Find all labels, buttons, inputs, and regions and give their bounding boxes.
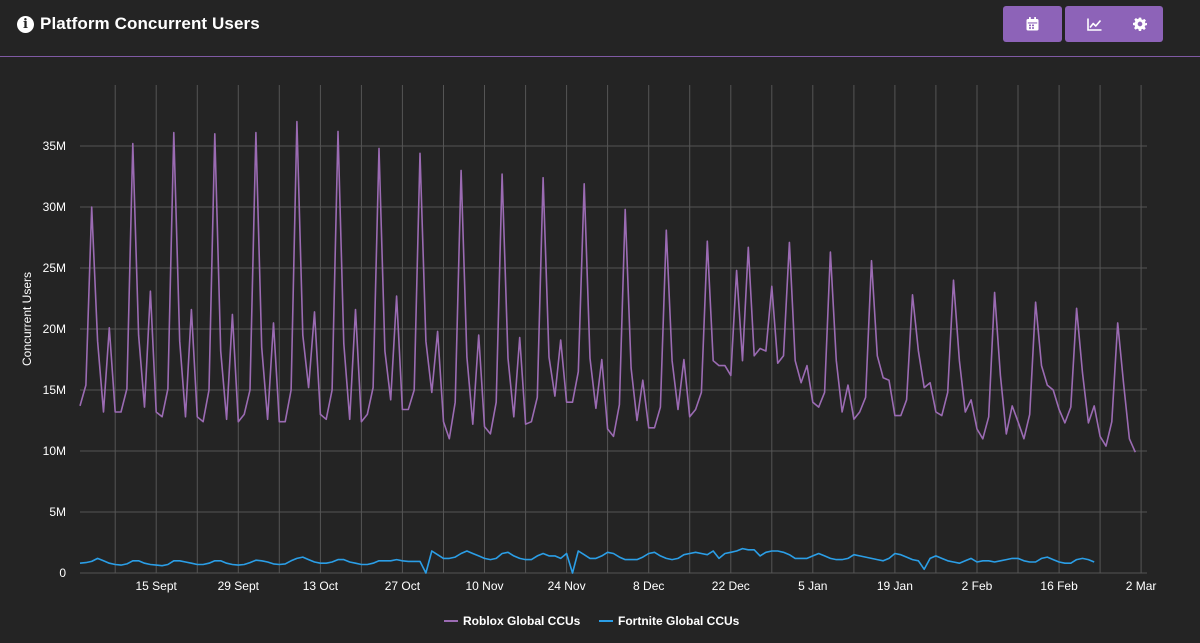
x-tick-label: 19 Jan (877, 579, 913, 593)
legend-label-roblox: Roblox Global CCUs (463, 614, 581, 628)
x-tick-label: 2 Feb (962, 579, 993, 593)
x-tick-label: 22 Dec (712, 579, 750, 593)
gear-icon (1133, 17, 1147, 31)
legend-label-fortnite: Fortnite Global CCUs (618, 614, 740, 628)
legend: Roblox Global CCUs Fortnite Global CCUs (444, 614, 740, 628)
x-tick-label: 24 Nov (548, 579, 586, 593)
x-tick-label: 27 Oct (385, 579, 421, 593)
x-tick-label: 15 Sept (136, 579, 178, 593)
x-axis-ticks: 15 Sept 29 Sept 13 Oct 27 Oct 10 Nov 24 Nov 8 … (136, 579, 1157, 593)
y-tick-label: 25M (43, 261, 66, 275)
line-chart-icon (1087, 18, 1102, 31)
y-tick-label: 20M (43, 322, 66, 336)
page-title: Platform Concurrent Users (40, 14, 260, 33)
y-tick-label: 5M (49, 505, 66, 519)
y-tick-label: 30M (43, 200, 66, 214)
settings-button[interactable] (1117, 6, 1163, 42)
header-divider (0, 56, 1200, 57)
x-tick-label: 13 Oct (303, 579, 339, 593)
chart-series (79, 120, 1137, 574)
y-axis-label: Concurrent Users (20, 272, 34, 366)
x-tick-label: 10 Nov (465, 579, 503, 593)
concurrent-users-chart: 0 5M 10M 15M 20M 25M 30M 35M 15 Sept 29 Sept 13 O… (20, 85, 1157, 628)
x-tick-label: 8 Dec (633, 579, 664, 593)
x-tick-label: 29 Sept (218, 579, 260, 593)
y-axis-ticks: 0 5M 10M 15M 20M 25M 30M 35M (43, 139, 67, 580)
chart-type-button[interactable] (1065, 6, 1124, 42)
legend-item-roblox[interactable]: Roblox Global CCUs (444, 614, 581, 628)
roblox-series-line (79, 120, 1137, 453)
horizontal-gridlines (80, 145, 1147, 574)
title-group: i Platform Concurrent Users (17, 14, 260, 34)
y-tick-label: 15M (43, 383, 66, 397)
date-range-button[interactable] (1003, 6, 1062, 42)
legend-item-fortnite[interactable]: Fortnite Global CCUs (599, 614, 740, 628)
y-tick-label: 10M (43, 444, 66, 458)
info-icon[interactable]: i (17, 15, 34, 33)
x-tick-label: 2 Mar (1126, 579, 1157, 593)
fortnite-series-line (79, 547, 1095, 574)
panel-header: i Platform Concurrent Users (0, 0, 1200, 56)
calendar-icon (1026, 17, 1039, 31)
y-tick-label: 35M (43, 139, 66, 153)
y-tick-label: 0 (59, 566, 66, 580)
x-tick-label: 16 Feb (1040, 579, 1078, 593)
x-tick-label: 5 Jan (798, 579, 827, 593)
